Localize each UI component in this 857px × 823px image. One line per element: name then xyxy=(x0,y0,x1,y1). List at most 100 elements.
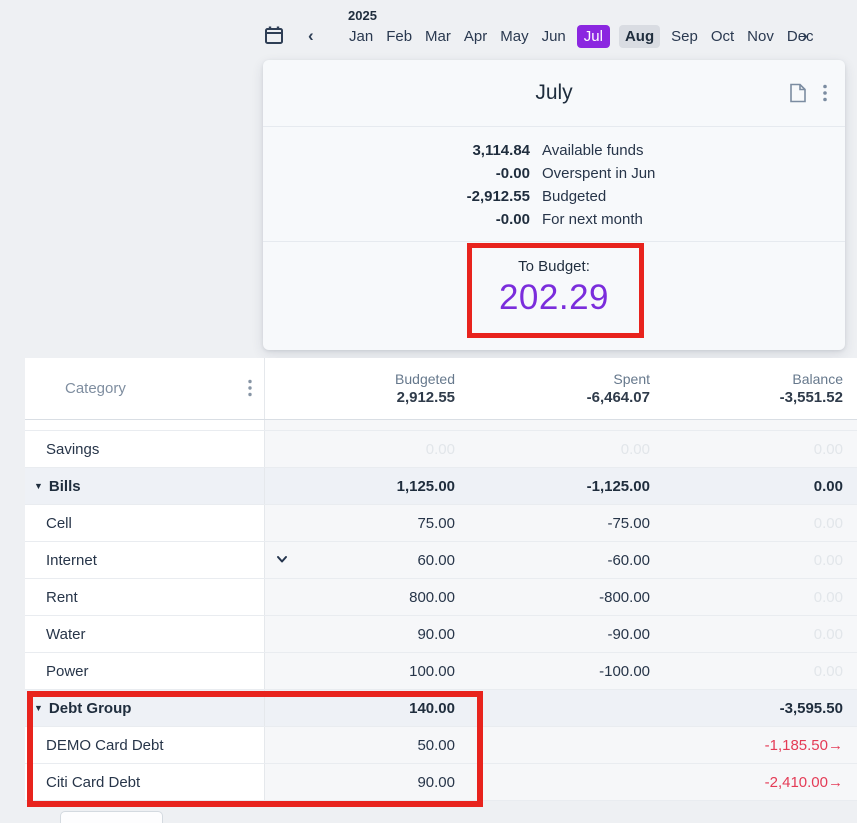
category-name[interactable]: Water xyxy=(46,625,86,643)
category-name[interactable]: Cell xyxy=(46,514,72,532)
calendar-icon[interactable] xyxy=(264,25,284,45)
to-budget-value[interactable]: 202.29 xyxy=(498,278,610,317)
summary-value: -0.00 xyxy=(495,165,530,182)
add-group-button-partial[interactable] xyxy=(60,811,163,823)
spent-cell[interactable]: -75.00 xyxy=(480,505,675,541)
partial-row xyxy=(25,420,857,431)
balance-cell[interactable]: 0.00 xyxy=(675,505,857,541)
category-row: Savings 0.00 0.00 0.00 xyxy=(25,431,857,468)
balance-column-header[interactable]: Balance xyxy=(792,371,843,387)
spent-cell[interactable]: -1,125.00 xyxy=(480,468,675,504)
balance-cell[interactable]: 0.00 xyxy=(675,431,857,467)
card-header: July xyxy=(263,60,845,127)
next-month-button[interactable]: › xyxy=(802,26,808,45)
spent-cell[interactable]: -60.00 xyxy=(480,542,675,578)
month-nov[interactable]: Nov xyxy=(747,28,774,45)
month-jun[interactable]: Jun xyxy=(541,28,566,45)
months-row: Jan Feb Mar Apr May Jun Jul Aug Sep Oct Nov Dec xyxy=(347,25,816,48)
spent-cell[interactable]: -90.00 xyxy=(480,616,675,652)
note-icon[interactable] xyxy=(789,83,807,103)
collapse-triangle-icon[interactable]: ▼ xyxy=(34,703,43,713)
collapse-triangle-icon[interactable]: ▼ xyxy=(34,481,43,491)
summary-label: Budgeted xyxy=(542,188,607,205)
group-row: ▼ Bills 1,125.00 -1,125.00 0.00 xyxy=(25,468,857,505)
budgeted-total: 2,912.55 xyxy=(396,389,455,406)
category-column-header: Category xyxy=(65,380,126,397)
budgeted-cell[interactable]: 100.00 xyxy=(265,653,480,689)
balance-cell[interactable]: 0.00 xyxy=(675,579,857,615)
group-row: ▼ Debt Group 140.00 -3,595.50 xyxy=(25,690,857,727)
category-name[interactable]: Bills xyxy=(48,477,81,495)
balance-cell[interactable]: 0.00 xyxy=(675,542,857,578)
budgeted-cell[interactable]: 90.00 xyxy=(265,616,480,652)
prev-month-button[interactable]: ‹ xyxy=(308,26,314,45)
chevron-down-icon[interactable] xyxy=(275,552,289,571)
month-title: July xyxy=(535,81,573,104)
month-navigation: ‹ 2025 Jan Feb Mar Apr May Jun Jul Aug Sep Oct Nov… xyxy=(0,0,857,56)
spent-cell[interactable] xyxy=(480,690,675,726)
category-row: Cell 75.00 -75.00 0.00 xyxy=(25,505,857,542)
spent-cell[interactable]: -800.00 xyxy=(480,579,675,615)
to-budget-label: To Budget: xyxy=(518,258,590,275)
spent-cell[interactable]: -100.00 xyxy=(480,653,675,689)
budgeted-cell[interactable]: 0.00 xyxy=(265,431,480,467)
month-may[interactable]: May xyxy=(500,28,529,45)
budgeted-cell[interactable]: 1,125.00 xyxy=(265,468,480,504)
spent-cell[interactable] xyxy=(480,764,675,800)
summary-row: -0.00 For next month xyxy=(263,208,845,231)
balance-total: -3,551.52 xyxy=(779,389,843,406)
category-name[interactable]: Debt Group xyxy=(48,699,132,717)
category-name[interactable]: Internet xyxy=(46,551,97,569)
category-row: Citi Card Debt 90.00 -2,410.00→ xyxy=(25,764,857,801)
to-budget-section: To Budget: 202.29 xyxy=(263,242,845,318)
summary-label: Overspent in Jun xyxy=(542,165,656,182)
balance-cell[interactable]: -3,595.50 xyxy=(675,690,857,726)
balance-cell[interactable]: 0.00 xyxy=(675,653,857,689)
month-mar[interactable]: Mar xyxy=(425,28,451,45)
balance-cell[interactable]: 0.00 xyxy=(675,468,857,504)
spent-cell[interactable] xyxy=(480,727,675,763)
budgeted-column-header[interactable]: Budgeted xyxy=(395,371,455,387)
summary-label: For next month xyxy=(542,211,643,228)
summary-row: -2,912.55 Budgeted xyxy=(263,185,845,208)
month-jan[interactable]: Jan xyxy=(349,28,374,45)
budgeted-cell[interactable]: 75.00 xyxy=(265,505,480,541)
category-row: Internet 60.00 -60.00 0.00 xyxy=(25,542,857,579)
summary-value: -2,912.55 xyxy=(466,188,530,205)
balance-cell[interactable]: -1,185.50→ xyxy=(675,727,857,763)
spent-column-header[interactable]: Spent xyxy=(613,371,650,387)
funds-summary: 3,114.84 Available funds -0.00 Overspent in… xyxy=(263,127,845,242)
month-summary-card: July 3,114.84 Available funds -0.00 Overspe… xyxy=(263,60,845,350)
budgeted-cell[interactable]: 50.00 xyxy=(265,727,480,763)
month-dec[interactable]: Dec xyxy=(786,28,814,45)
balance-cell[interactable]: 0.00 xyxy=(675,616,857,652)
summary-row: -0.00 Overspent in Jun xyxy=(263,162,845,185)
table-header: Category Budgeted 2,912.55 Spent -6,464.… xyxy=(25,358,857,420)
summary-value: -0.00 xyxy=(495,211,530,228)
summary-label: Available funds xyxy=(542,142,644,159)
summary-value: 3,114.84 xyxy=(472,142,530,159)
budgeted-cell[interactable]: 800.00 xyxy=(265,579,480,615)
month-sep[interactable]: Sep xyxy=(671,28,698,45)
category-row: Water 90.00 -90.00 0.00 xyxy=(25,616,857,653)
budgeted-cell[interactable]: 90.00 xyxy=(265,764,480,800)
category-name[interactable]: DEMO Card Debt xyxy=(46,736,164,754)
category-name[interactable]: Power xyxy=(46,662,89,680)
category-row: Rent 800.00 -800.00 0.00 xyxy=(25,579,857,616)
spent-cell[interactable]: 0.00 xyxy=(480,431,675,467)
month-apr[interactable]: Apr xyxy=(463,28,488,45)
category-name[interactable]: Citi Card Debt xyxy=(46,773,141,791)
category-row: Power 100.00 -100.00 0.00 xyxy=(25,653,857,690)
category-row: DEMO Card Debt 50.00 -1,185.50→ xyxy=(25,727,857,764)
budgeted-cell[interactable]: 60.00 xyxy=(265,542,480,578)
category-menu-icon[interactable] xyxy=(248,379,252,402)
month-aug[interactable]: Aug xyxy=(618,25,661,48)
more-options-icon[interactable] xyxy=(823,84,827,102)
month-oct[interactable]: Oct xyxy=(710,28,735,45)
budgeted-cell[interactable]: 140.00 xyxy=(265,690,480,726)
category-name[interactable]: Rent xyxy=(46,588,78,606)
category-name[interactable]: Savings xyxy=(46,440,100,458)
balance-cell[interactable]: -2,410.00→ xyxy=(675,764,857,800)
month-jul[interactable]: Jul xyxy=(576,25,610,48)
month-feb[interactable]: Feb xyxy=(386,28,413,45)
